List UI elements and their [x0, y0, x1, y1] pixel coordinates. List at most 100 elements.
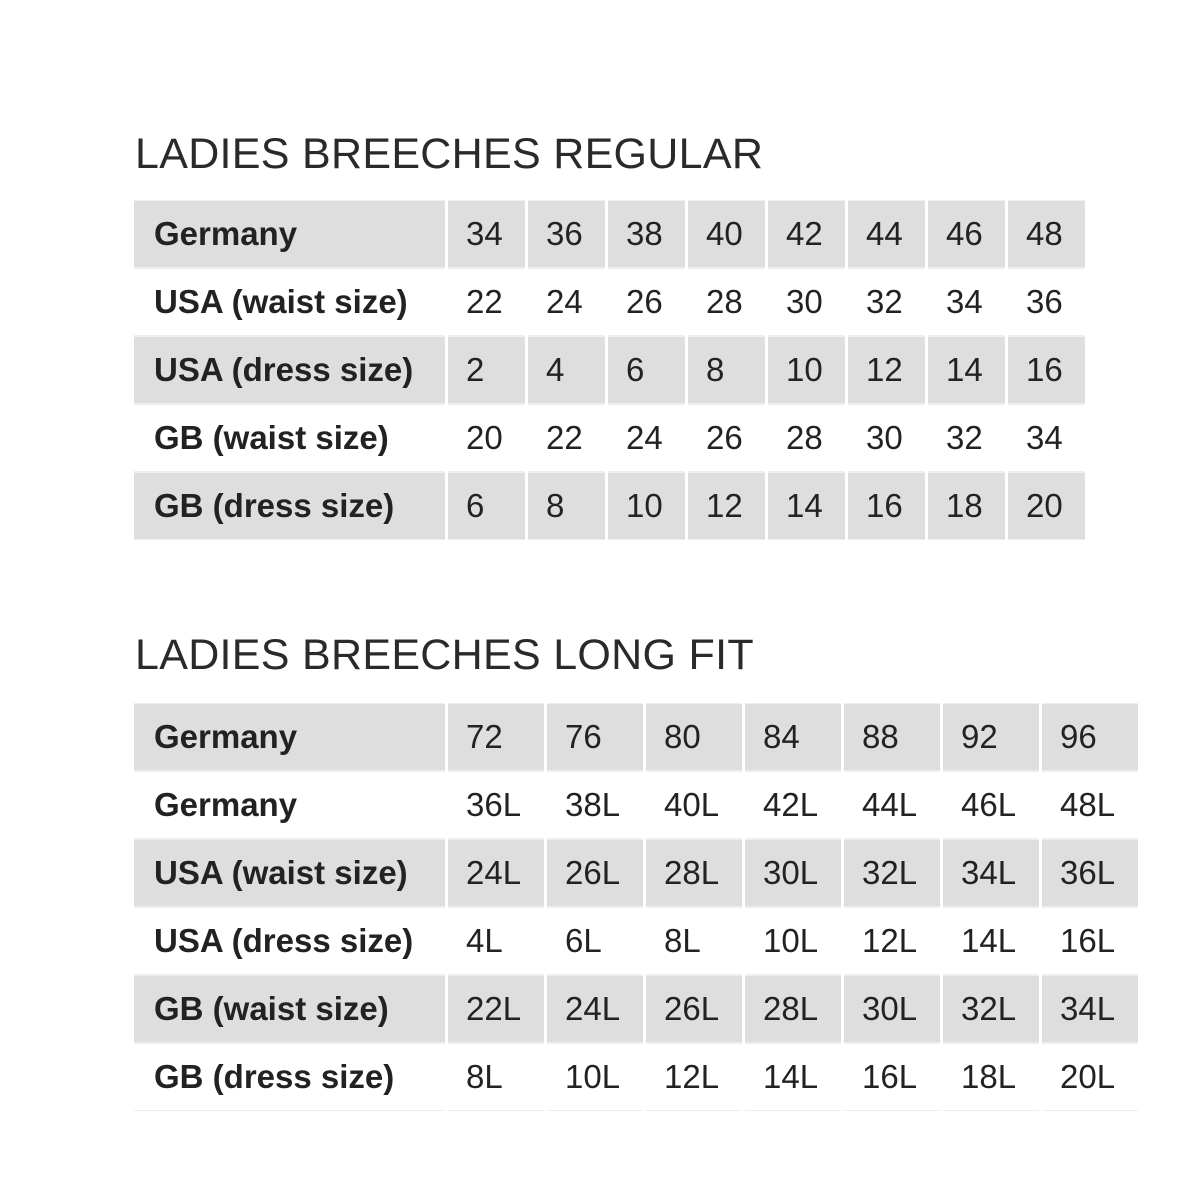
size-cell: 16: [848, 472, 925, 540]
size-cell: 14L: [745, 1043, 841, 1111]
size-cell: 34: [448, 200, 525, 268]
table-row: USA (waist size) 22 24 26 28 30 32 34 36: [134, 268, 1085, 336]
size-cell: 72: [448, 703, 544, 771]
size-cell: 40: [688, 200, 765, 268]
long-fit-table-title: LADIES BREECHES LONG FIT: [135, 631, 754, 679]
size-cell: 46L: [943, 771, 1039, 839]
size-cell: 36L: [1042, 839, 1138, 907]
size-cell: 10: [608, 472, 685, 540]
size-cell: 32L: [844, 839, 940, 907]
size-cell: 4: [528, 336, 605, 404]
size-cell: 34L: [1042, 975, 1138, 1043]
size-cell: 38L: [547, 771, 643, 839]
regular-table-title: LADIES BREECHES REGULAR: [135, 130, 764, 178]
size-cell: 44L: [844, 771, 940, 839]
size-cell: 20: [448, 404, 525, 472]
size-cell: 12: [848, 336, 925, 404]
size-cell: 12: [688, 472, 765, 540]
size-cell: 48L: [1042, 771, 1138, 839]
size-cell: 80: [646, 703, 742, 771]
size-cell: 36: [528, 200, 605, 268]
size-cell: 36L: [448, 771, 544, 839]
row-label: GB (dress size): [134, 1043, 445, 1111]
row-label: GB (waist size): [134, 404, 445, 472]
size-cell: 28L: [745, 975, 841, 1043]
size-cell: 24L: [547, 975, 643, 1043]
size-cell: 28: [768, 404, 845, 472]
size-cell: 34L: [943, 839, 1039, 907]
size-cell: 14: [768, 472, 845, 540]
table-row: USA (waist size) 24L 26L 28L 30L 32L 34L 36L: [134, 839, 1138, 907]
size-cell: 8: [528, 472, 605, 540]
size-cell: 84: [745, 703, 841, 771]
row-label: GB (dress size): [134, 472, 445, 540]
size-cell: 40L: [646, 771, 742, 839]
size-cell: 44: [848, 200, 925, 268]
size-cell: 26: [688, 404, 765, 472]
size-cell: 96: [1042, 703, 1138, 771]
size-cell: 42L: [745, 771, 841, 839]
size-cell: 34: [1008, 404, 1085, 472]
size-cell: 8L: [448, 1043, 544, 1111]
size-cell: 30: [848, 404, 925, 472]
table-row: GB (dress size) 8L 10L 12L 14L 16L 18L 20L: [134, 1043, 1138, 1111]
size-cell: 46: [928, 200, 1005, 268]
size-cell: 8L: [646, 907, 742, 975]
size-cell: 24: [608, 404, 685, 472]
size-cell: 12L: [646, 1043, 742, 1111]
size-cell: 2: [448, 336, 525, 404]
size-cell: 14: [928, 336, 1005, 404]
size-cell: 22: [448, 268, 525, 336]
size-cell: 28L: [646, 839, 742, 907]
table-row: USA (dress size) 4L 6L 8L 10L 12L 14L 16L: [134, 907, 1138, 975]
size-cell: 10: [768, 336, 845, 404]
size-cell: 32: [928, 404, 1005, 472]
long-fit-size-table: Germany 72 76 80 84 88 92 96 Germany 36L 38L 40L 42L…: [131, 703, 1141, 1111]
size-cell: 26L: [646, 975, 742, 1043]
table-row: GB (waist size) 22L 24L 26L 28L 30L 32L 34L: [134, 975, 1138, 1043]
size-cell: 30L: [844, 975, 940, 1043]
row-label: USA (dress size): [134, 336, 445, 404]
row-label: USA (waist size): [134, 839, 445, 907]
table-row: GB (waist size) 20 22 24 26 28 30 32 34: [134, 404, 1085, 472]
table-row: USA (dress size) 2 4 6 8 10 12 14 16: [134, 336, 1085, 404]
size-cell: 8: [688, 336, 765, 404]
size-cell: 30: [768, 268, 845, 336]
size-cell: 34: [928, 268, 1005, 336]
row-label: GB (waist size): [134, 975, 445, 1043]
table-row: Germany 36L 38L 40L 42L 44L 46L 48L: [134, 771, 1138, 839]
regular-size-table: Germany 34 36 38 40 42 44 46 48 USA (waist size) 2…: [131, 200, 1088, 540]
size-cell: 76: [547, 703, 643, 771]
size-cell: 16: [1008, 336, 1085, 404]
row-label: USA (waist size): [134, 268, 445, 336]
size-cell: 22: [528, 404, 605, 472]
row-label: USA (dress size): [134, 907, 445, 975]
size-cell: 24L: [448, 839, 544, 907]
size-cell: 16L: [1042, 907, 1138, 975]
size-cell: 28: [688, 268, 765, 336]
size-cell: 20L: [1042, 1043, 1138, 1111]
table-row: GB (dress size) 6 8 10 12 14 16 18 20: [134, 472, 1085, 540]
row-label: Germany: [134, 200, 445, 268]
size-cell: 4L: [448, 907, 544, 975]
size-cell: 32: [848, 268, 925, 336]
size-cell: 16L: [844, 1043, 940, 1111]
size-cell: 26L: [547, 839, 643, 907]
size-cell: 38: [608, 200, 685, 268]
size-cell: 10L: [745, 907, 841, 975]
table-row: Germany 72 76 80 84 88 92 96: [134, 703, 1138, 771]
size-cell: 18L: [943, 1043, 1039, 1111]
size-cell: 26: [608, 268, 685, 336]
size-cell: 22L: [448, 975, 544, 1043]
size-cell: 6: [448, 472, 525, 540]
size-cell: 92: [943, 703, 1039, 771]
size-cell: 36: [1008, 268, 1085, 336]
size-cell: 48: [1008, 200, 1085, 268]
size-cell: 12L: [844, 907, 940, 975]
size-cell: 6: [608, 336, 685, 404]
size-cell: 6L: [547, 907, 643, 975]
size-cell: 88: [844, 703, 940, 771]
size-cell: 14L: [943, 907, 1039, 975]
size-cell: 30L: [745, 839, 841, 907]
size-cell: 32L: [943, 975, 1039, 1043]
